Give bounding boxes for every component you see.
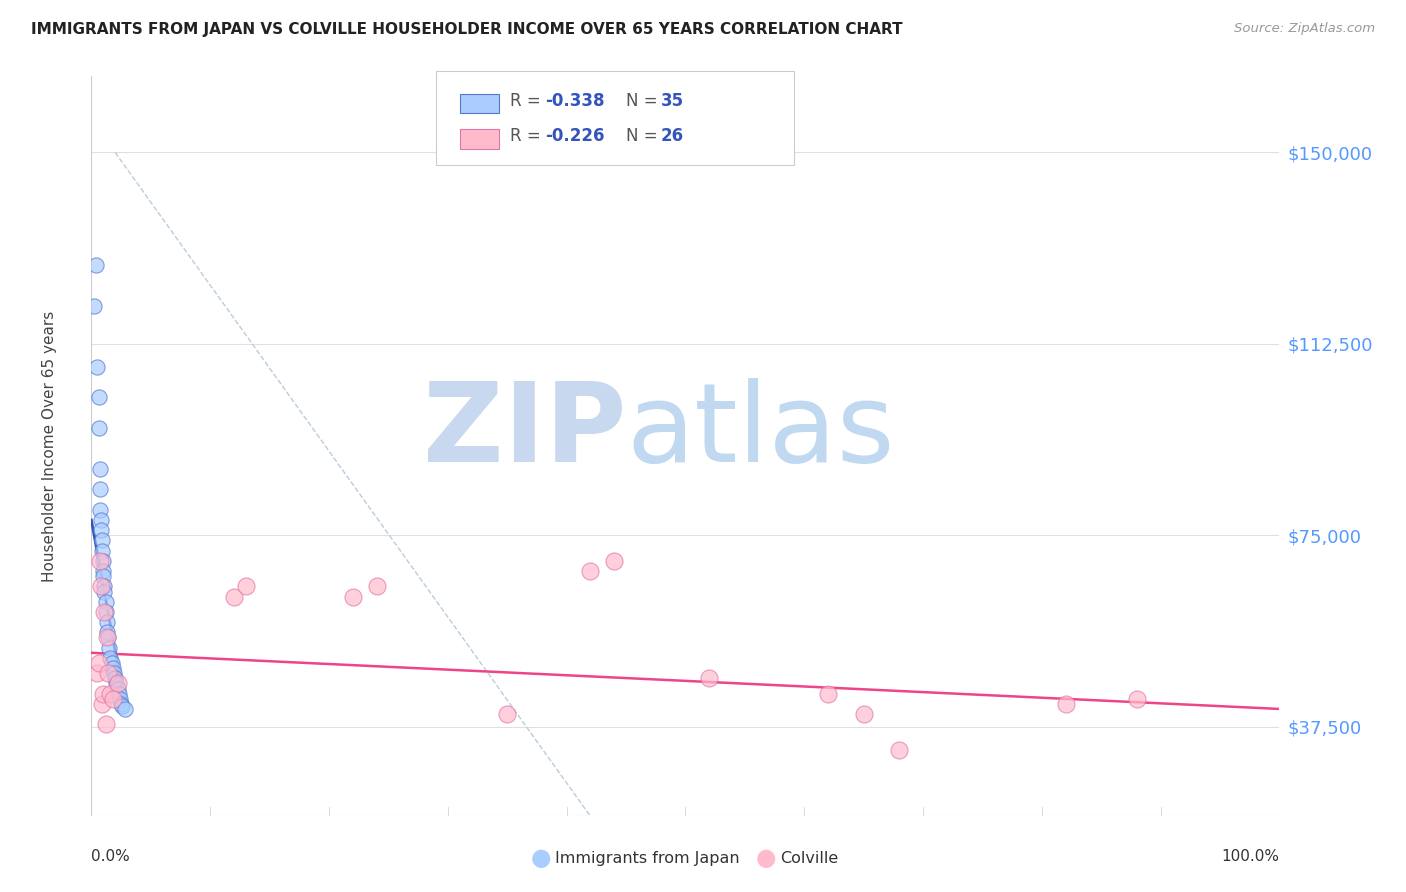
Point xyxy=(96,631,118,645)
Point xyxy=(104,671,127,685)
Text: R =: R = xyxy=(510,92,547,110)
Point xyxy=(889,743,911,757)
Point xyxy=(107,676,129,690)
Point xyxy=(93,579,115,593)
Text: Immigrants from Japan: Immigrants from Japan xyxy=(555,851,740,865)
Text: N =: N = xyxy=(626,92,662,110)
Point xyxy=(91,543,114,558)
Point xyxy=(91,687,114,701)
Point xyxy=(89,503,111,517)
Text: ●: ● xyxy=(531,847,551,870)
Point xyxy=(86,666,108,681)
Point xyxy=(91,564,114,578)
Point xyxy=(84,258,107,272)
Text: Colville: Colville xyxy=(780,851,838,865)
Point xyxy=(91,697,114,711)
Point xyxy=(235,579,257,593)
Text: 35: 35 xyxy=(661,92,683,110)
Point xyxy=(97,666,120,681)
Text: atlas: atlas xyxy=(626,377,894,484)
Point xyxy=(105,676,128,690)
Point xyxy=(107,681,129,696)
Point xyxy=(101,661,124,675)
Point xyxy=(852,707,875,722)
Point xyxy=(91,569,114,583)
Point xyxy=(96,625,118,640)
Point xyxy=(91,554,114,568)
Point xyxy=(98,640,121,655)
Point xyxy=(222,590,245,604)
Point xyxy=(110,697,132,711)
Text: IMMIGRANTS FROM JAPAN VS COLVILLE HOUSEHOLDER INCOME OVER 65 YEARS CORRELATION C: IMMIGRANTS FROM JAPAN VS COLVILLE HOUSEH… xyxy=(31,22,903,37)
Point xyxy=(603,554,626,568)
Point xyxy=(366,579,388,593)
Point xyxy=(87,656,110,670)
Text: -0.226: -0.226 xyxy=(546,128,605,145)
Point xyxy=(342,590,364,604)
Point xyxy=(89,554,111,568)
Point xyxy=(1126,691,1149,706)
Point xyxy=(94,605,117,619)
Point xyxy=(101,691,124,706)
Point xyxy=(89,462,111,476)
Point xyxy=(579,564,602,578)
Point xyxy=(93,605,115,619)
Point xyxy=(697,671,720,685)
Point xyxy=(107,687,129,701)
Point xyxy=(86,359,108,374)
Point xyxy=(103,666,125,681)
Point xyxy=(114,702,136,716)
Text: N =: N = xyxy=(626,128,662,145)
Point xyxy=(96,615,118,629)
Text: ●: ● xyxy=(756,847,776,870)
Point xyxy=(93,584,115,599)
Point xyxy=(83,299,105,313)
Point xyxy=(90,513,112,527)
Point xyxy=(91,533,114,548)
Point xyxy=(97,631,120,645)
Point xyxy=(1054,697,1077,711)
Point xyxy=(94,717,117,731)
Text: Householder Income Over 65 years: Householder Income Over 65 years xyxy=(42,310,58,582)
Point xyxy=(817,687,839,701)
Point xyxy=(89,483,111,497)
Point xyxy=(90,579,112,593)
Point xyxy=(100,656,122,670)
Text: -0.338: -0.338 xyxy=(546,92,605,110)
Point xyxy=(111,699,134,714)
Text: 0.0%: 0.0% xyxy=(91,849,131,864)
Point xyxy=(100,651,122,665)
Point xyxy=(100,687,122,701)
Point xyxy=(108,691,131,706)
Text: R =: R = xyxy=(510,128,547,145)
Point xyxy=(90,523,112,537)
Point xyxy=(87,391,110,405)
Point xyxy=(496,707,519,722)
Point xyxy=(94,595,117,609)
Text: ZIP: ZIP xyxy=(423,377,626,484)
Text: 26: 26 xyxy=(661,128,683,145)
Text: Source: ZipAtlas.com: Source: ZipAtlas.com xyxy=(1234,22,1375,36)
Point xyxy=(87,421,110,435)
Text: 100.0%: 100.0% xyxy=(1222,849,1279,864)
